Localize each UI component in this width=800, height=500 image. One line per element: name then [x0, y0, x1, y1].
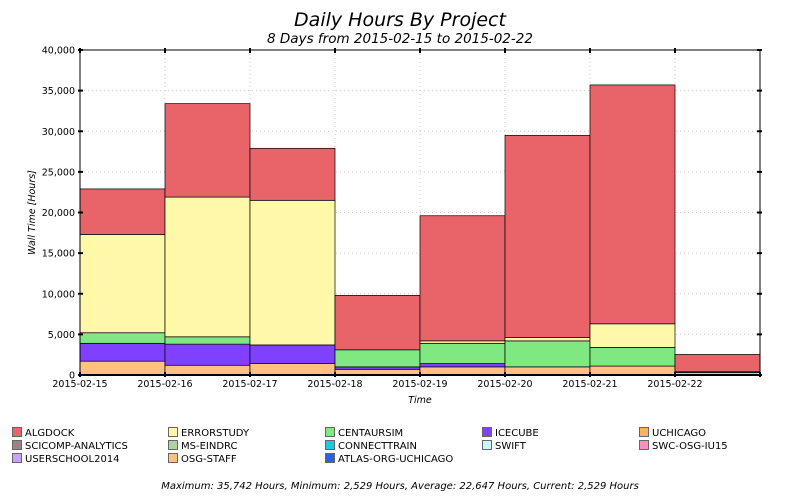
x-axis-label: Time [408, 395, 432, 406]
legend-swatch [325, 453, 335, 463]
legend-swatch [12, 427, 22, 437]
bar-segment [249, 147, 336, 201]
legend-label: ICECUBE [495, 428, 539, 439]
bar-segment [334, 295, 421, 351]
legend-label: SWC-OSG-IU15 [652, 441, 728, 452]
bar-segment [164, 196, 251, 338]
legend-swatch [168, 440, 178, 450]
chart-title: Daily Hours By Project [294, 9, 506, 31]
bar-segment [419, 366, 506, 376]
bar-segment [589, 323, 676, 348]
legend-item: CONNECTTRAIN [325, 440, 417, 453]
bar-segment [334, 349, 421, 368]
chart-subtitle: 8 Days from 2015-02-15 to 2015-02-22 [267, 31, 533, 47]
bar-segment [79, 342, 166, 362]
legend-item: SWC-OSG-IU15 [639, 440, 728, 453]
bar-segment [589, 365, 676, 376]
x-tick-label: 2015-02-19 [392, 379, 447, 390]
bar-segment [79, 360, 166, 376]
bar-segment [504, 134, 591, 338]
legend-label: UCHICAGO [652, 428, 707, 439]
bar-segment [79, 234, 166, 334]
legend-swatch [12, 453, 22, 463]
x-tick-label: 2015-02-20 [477, 379, 532, 390]
legend-label: SWIFT [495, 441, 526, 452]
legend-item: OSG-STAFF [168, 453, 237, 466]
legend-label: ALGDOCK [25, 428, 75, 439]
y-tick-label: 15,000 [42, 249, 75, 260]
legend-label: ATLAS-ORG-UCHICAGO [338, 454, 454, 465]
x-tick-label: 2015-02-18 [307, 379, 362, 390]
x-tick-label: 2015-02-15 [52, 379, 107, 390]
legend-label: USERSCHOOL2014 [25, 454, 120, 465]
y-tick-label: 30,000 [42, 127, 75, 138]
bar-segment [79, 188, 166, 235]
legend-swatch [325, 427, 335, 437]
y-tick-label: 40,000 [42, 46, 75, 57]
bar-segment [164, 103, 251, 198]
legend-swatch [482, 427, 492, 437]
legend-label: CENTAURSIM [338, 428, 404, 439]
bar-segment [164, 336, 251, 345]
bar-segment [419, 342, 506, 364]
legend-swatch [482, 440, 492, 450]
legend-swatch [168, 453, 178, 463]
y-tick-label: 10,000 [42, 289, 75, 300]
legend-item: SWIFT [482, 440, 526, 453]
stacked-bar-chart: 0 5,000 10,000 15,000 20,000 25,000 30,000 35,0… [27, 46, 762, 406]
bar-segment [589, 347, 676, 367]
summary-footer: Maximum: 35,742 Hours, Minimum: 2,529 Ho… [161, 481, 639, 492]
y-tick-label: 35,000 [42, 86, 75, 97]
legend-item: SCICOMP-ANALYTICS [12, 440, 128, 453]
y-tick-label: 5,000 [48, 330, 75, 341]
bar-segment [164, 364, 251, 376]
x-tick-label: 2015-02-17 [222, 379, 277, 390]
bar-segment [674, 354, 761, 373]
legend-swatch [12, 440, 22, 450]
legend-item: ATLAS-ORG-UCHICAGO [325, 453, 454, 466]
legend-item: ERRORSTUDY [168, 427, 250, 440]
x-tick-label: 2015-02-16 [137, 379, 192, 390]
bar-segment [249, 344, 336, 364]
legend-label: CONNECTTRAIN [338, 441, 417, 452]
legend-swatch [639, 427, 649, 437]
legend-label: OSG-STAFF [181, 454, 237, 465]
legend-label: ERRORSTUDY [181, 428, 250, 439]
legend-item: ALGDOCK [12, 427, 75, 440]
y-tick-label: 0 [69, 371, 75, 382]
bar-segment [334, 366, 421, 370]
bar-segment [419, 215, 506, 342]
y-tick-label: 20,000 [42, 208, 75, 219]
bar-segment [504, 337, 591, 342]
bar-segment [419, 340, 506, 344]
bar-segment [589, 84, 676, 325]
legend-item: ICECUBE [482, 427, 539, 440]
y-axis-label: Wall Time [Hours] [27, 170, 38, 255]
legend-swatch [168, 427, 178, 437]
legend-item: MS-EINDRC [168, 440, 238, 453]
bar-segment [79, 332, 166, 344]
legend-item: CENTAURSIM [325, 427, 404, 440]
bar-segment [504, 366, 591, 376]
bar-segment [419, 363, 506, 368]
bar-segment [164, 343, 251, 366]
legend-label: SCICOMP-ANALYTICS [25, 441, 128, 452]
legend-item: UCHICAGO [639, 427, 707, 440]
bar-segment [504, 340, 591, 368]
x-tick-label: 2015-02-21 [562, 379, 617, 390]
x-tick-label: 2015-02-22 [647, 379, 702, 390]
bar-segment [249, 199, 336, 346]
bar-segment [249, 363, 336, 376]
legend-item: USERSCHOOL2014 [12, 453, 120, 466]
y-tick-label: 25,000 [42, 167, 75, 178]
legend-swatch [639, 440, 649, 450]
legend-swatch [325, 440, 335, 450]
legend-label: MS-EINDRC [181, 441, 238, 452]
